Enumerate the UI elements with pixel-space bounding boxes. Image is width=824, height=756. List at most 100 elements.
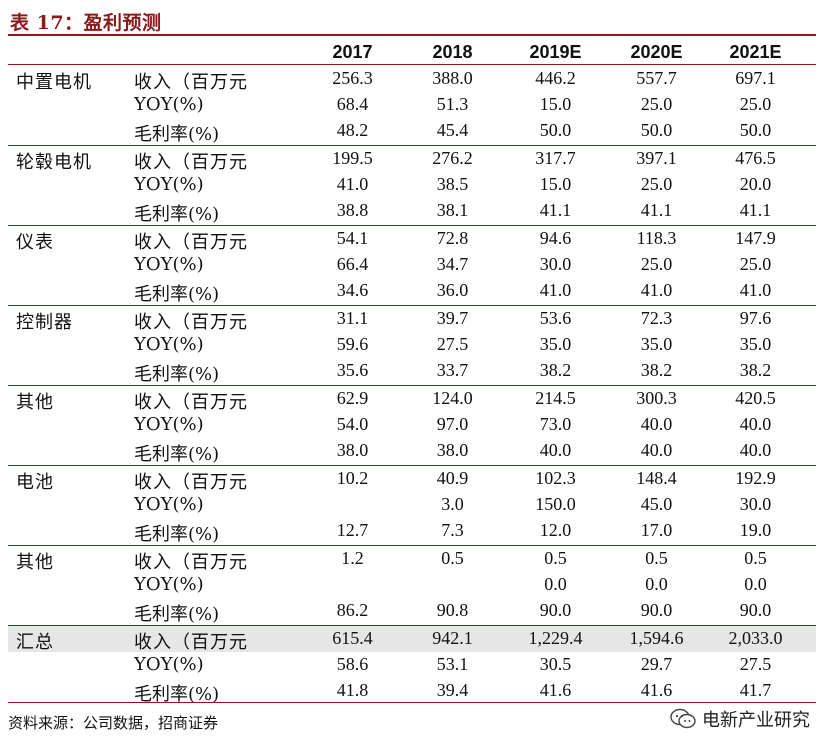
column-header: 2017 — [332, 42, 373, 62]
group-name: 其他 — [16, 552, 54, 573]
table-cell: 41.1 — [640, 200, 673, 220]
table-cell: 34.6 — [336, 280, 369, 300]
chat-bubble-icon — [670, 708, 696, 729]
table-cell: 147.9 — [735, 228, 776, 248]
group-divider — [8, 145, 816, 146]
table-cell: 50.0 — [739, 120, 772, 140]
table-cell: 35.0 — [539, 334, 572, 354]
group-name: 中置电机 — [16, 72, 92, 93]
table-cell: 192.9 — [735, 468, 776, 488]
table-row: YOY(%) 59.6 27.5 35.0 35.0 35.0 — [8, 332, 816, 358]
table-row: 毛利率(%) 48.2 45.4 50.0 50.0 50.0 — [8, 118, 816, 145]
metric-label: 收入（百万元 — [134, 152, 248, 173]
table-cell: 90.0 — [640, 600, 673, 620]
table-row: YOY(%) 58.6 53.1 30.5 29.7 27.5 — [8, 652, 816, 678]
table-cell: 51.3 — [436, 94, 469, 114]
group-name: 轮毂电机 — [16, 152, 92, 173]
table-cell: 41.7 — [739, 680, 772, 700]
table-cell: 39.7 — [436, 308, 469, 328]
table-cell: 38.2 — [640, 360, 673, 380]
metric-label: 毛利率(%) — [134, 604, 220, 625]
table-cell: 30.0 — [539, 254, 572, 274]
table-cell: 446.2 — [535, 68, 576, 88]
metric-label: 毛利率(%) — [134, 124, 220, 145]
table-cell: 41.0 — [336, 174, 369, 194]
table-row: 收入（百万元 1.2 0.5 0.5 0.5 0.5 — [8, 546, 816, 573]
table-cell: 1,229.4 — [528, 628, 583, 648]
group-divider — [8, 625, 816, 626]
table-row: YOY(%) 41.0 38.5 15.0 25.0 20.0 — [8, 172, 816, 198]
table-cell: 40.9 — [436, 468, 469, 488]
table-row: 收入（百万元 62.9 124.0 214.5 300.3 420.5 — [8, 386, 816, 413]
table-cell: 72.8 — [436, 228, 469, 248]
group-divider — [8, 225, 816, 226]
table-row: 毛利率(%) 35.6 33.7 38.2 38.2 38.2 — [8, 358, 816, 385]
table-cell: 73.0 — [539, 414, 572, 434]
row-group: 电池 收入（百万元 10.2 40.9 102.3 148.4 192.9 YOY(%) 3.0… — [8, 466, 816, 546]
table-cell: 12.7 — [336, 520, 369, 540]
metric-label: 毛利率(%) — [134, 204, 220, 225]
table-cell: 34.7 — [436, 254, 469, 274]
table-row: 毛利率(%) 41.8 39.4 41.6 41.6 41.7 — [8, 678, 816, 705]
table-cell: 2,033.0 — [728, 628, 783, 648]
group-name: 控制器 — [16, 312, 73, 333]
table-cell: 68.4 — [336, 94, 369, 114]
metric-label: 毛利率(%) — [134, 524, 220, 545]
table-cell: 40.0 — [739, 440, 772, 460]
table-cell: 1,594.6 — [629, 628, 684, 648]
table-cell: 3.0 — [441, 494, 464, 514]
metric-label: 毛利率(%) — [134, 364, 220, 385]
metric-label: 收入（百万元 — [134, 392, 248, 413]
table-row: 毛利率(%) 86.2 90.8 90.0 90.0 90.0 — [8, 598, 816, 625]
metric-label: 收入（百万元 — [134, 312, 248, 333]
metric-label: YOY(%) — [134, 414, 204, 435]
table-cell: 148.4 — [636, 468, 677, 488]
table-cell: 124.0 — [432, 388, 473, 408]
table-cell: 25.0 — [640, 94, 673, 114]
table-cell: 150.0 — [535, 494, 576, 514]
table-cell: 0.5 — [544, 548, 567, 568]
metric-label: YOY(%) — [134, 94, 204, 115]
table-cell: 420.5 — [735, 388, 776, 408]
table-row: YOY(%) 68.4 51.3 15.0 25.0 25.0 — [8, 92, 816, 118]
table-title: 表 17：盈利预测 — [10, 12, 162, 34]
table-cell: 476.5 — [735, 148, 776, 168]
group-divider — [8, 305, 816, 306]
table-cell: 0.0 — [645, 574, 668, 594]
table-cell: 35.0 — [640, 334, 673, 354]
metric-label: YOY(%) — [134, 174, 204, 195]
table-cell: 45.4 — [436, 120, 469, 140]
table-cell: 19.0 — [739, 520, 772, 540]
group-name: 汇总 — [16, 632, 54, 653]
table-row: 毛利率(%) 34.6 36.0 41.0 41.0 41.0 — [8, 278, 816, 305]
table-cell: 35.0 — [739, 334, 772, 354]
table-cell: 17.0 — [640, 520, 673, 540]
table-cell: 66.4 — [336, 254, 369, 274]
table-cell: 53.6 — [539, 308, 572, 328]
column-header: 2021E — [729, 42, 782, 62]
table-row: 收入（百万元 199.5 276.2 317.7 397.1 476.5 — [8, 146, 816, 173]
table-cell: 41.6 — [640, 680, 673, 700]
table-cell: 25.0 — [739, 94, 772, 114]
group-divider — [8, 465, 816, 466]
watermark-label: 电新产业研究 — [702, 710, 810, 731]
table-cell: 0.5 — [744, 548, 767, 568]
table-cell: 97.6 — [739, 308, 772, 328]
metric-label: 收入（百万元 — [134, 552, 248, 573]
table-row: YOY(%) 0.0 0.0 0.0 — [8, 572, 816, 598]
table-cell: 53.1 — [436, 654, 469, 674]
table-row: 收入（百万元 615.4 942.1 1,229.4 1,594.6 2,033.0 — [8, 626, 816, 653]
table-cell: 40.0 — [640, 440, 673, 460]
table-cell: 38.0 — [436, 440, 469, 460]
metric-label: YOY(%) — [134, 334, 204, 355]
table-cell: 50.0 — [539, 120, 572, 140]
table-cell: 276.2 — [432, 148, 473, 168]
table-cell: 1.2 — [341, 548, 364, 568]
table-cell: 38.5 — [436, 174, 469, 194]
table-cell: 86.2 — [336, 600, 369, 620]
metric-label: 收入（百万元 — [134, 472, 248, 493]
table-cell: 94.6 — [539, 228, 572, 248]
table-cell: 90.0 — [539, 600, 572, 620]
table-cell: 27.5 — [436, 334, 469, 354]
table-cell: 48.2 — [336, 120, 369, 140]
